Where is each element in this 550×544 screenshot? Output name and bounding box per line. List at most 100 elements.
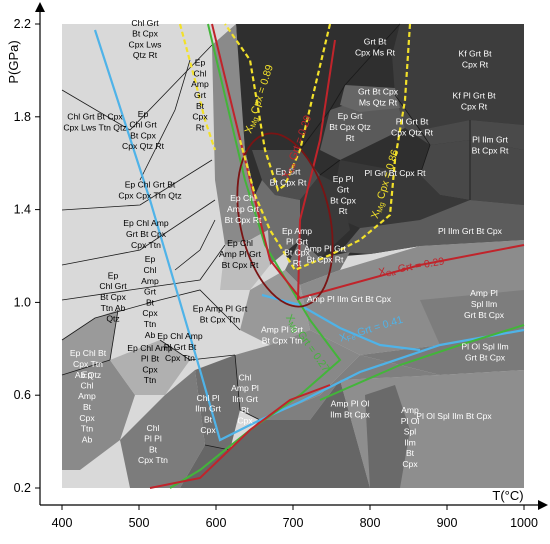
field-label-line: Grt	[337, 185, 350, 195]
field-label-line: Chl Grt	[131, 18, 159, 28]
field-label-line: Bt Cpx Ttn	[262, 335, 303, 345]
xfe-grt-isopleth-upper	[261, 293, 421, 352]
x-tick-label: 600	[206, 516, 227, 530]
field-label-line: Ep Amp	[282, 226, 312, 236]
field-ep-chl-amp-pl-bt	[110, 340, 190, 395]
y-tick-label: 2.2	[14, 17, 31, 31]
field-label: Pl Grt Bt Cpx Rt	[364, 168, 426, 178]
field-label-line: Qtz Rt	[133, 50, 158, 60]
y-tick-label: 0.2	[14, 481, 31, 495]
xmg-grt-isopleth	[169, 23, 342, 489]
isopleth-label-symbol: X	[378, 266, 387, 279]
field-label-line: Chl	[194, 68, 207, 78]
isopleth-label-symbol: X	[242, 125, 256, 135]
field-plilm-grt-bt-cpx	[340, 200, 524, 254]
field-label-line: Pl Ol Spl Ilm	[461, 342, 508, 352]
field-label-line: Amp	[191, 79, 209, 89]
field-label-line: Ms Qtz Rt	[359, 97, 398, 107]
field-label-line: Cpx	[192, 112, 208, 122]
field-label-line: Ab	[145, 330, 156, 340]
field-label-line: Ep Chl Amp	[123, 218, 169, 228]
xfe-grt-isopleth	[93, 29, 525, 442]
y-tick-label: 1.0	[14, 295, 31, 309]
field-label: Amp Pl Grt Bt Cpx Ttn	[261, 325, 304, 346]
field-label-line: Bt Cpx	[330, 195, 356, 205]
field-chl-pl-ilm-grt	[195, 355, 240, 450]
field-bottom-strip	[180, 380, 370, 488]
field-label-line: Grt Bt Cpx	[465, 352, 506, 362]
field-label: Amp Pl Ol Spl Ilm Bt Cpx	[401, 405, 420, 469]
field-label-line: Ep Chl Amp	[127, 343, 173, 353]
xmg-grt-isopleth-2	[319, 324, 525, 401]
axes	[35, 2, 548, 510]
isopleth-label-symbol: X	[280, 170, 294, 181]
field-label-line: Rt	[196, 122, 205, 132]
field-label-line: Amp	[78, 391, 96, 401]
field-label-line: Bt	[241, 405, 250, 415]
field-label-line: Ilm	[404, 437, 415, 447]
field-label-line: Ep Chl Grt Bt	[125, 180, 176, 190]
isopleth-label-subscript: Fe	[346, 332, 357, 343]
field-label: Grt Bt Cpx Ms Rt	[355, 37, 396, 58]
field-ep-grt-bt-cpx-rt	[252, 150, 320, 200]
field-label-line: Cpx Ttn	[138, 455, 168, 465]
field-label-line: Grt	[194, 90, 207, 100]
field-label-line: Chl	[239, 372, 252, 382]
field-label-line: Rt	[293, 258, 302, 268]
x-tick-label: 900	[437, 516, 458, 530]
field-label-line: Chl	[147, 423, 160, 433]
field-label: Chl Pl Pl Bt Cpx Ttn	[138, 423, 168, 465]
isopleth-label-subscript: Ca	[385, 268, 397, 279]
field-label: Ep Chl Amp Pl Grt Bt Cpx Ttn	[157, 331, 203, 363]
field-ep-pl-grt	[300, 175, 350, 258]
field-label-line: Ep Grt	[338, 111, 363, 121]
field-label-line: Amp Pl Ol	[331, 399, 370, 409]
field-label-line: Cpx Cpx Ttn Qtz	[118, 190, 181, 200]
field-label-line: Ilm Bt Cpx	[330, 409, 370, 419]
field-label: Kf Grt Bt Cpx Rt	[459, 49, 493, 70]
field-pl-grt-bt-cpx-rt	[330, 160, 470, 228]
field-label: Ep Amp Pl Grt Bt Cpx Ttn	[193, 304, 248, 325]
field-kf-region	[392, 24, 524, 130]
field-label: Pl Ilm Grt Bt Cpx	[438, 226, 503, 236]
field-label: Ep Chl Amp Grt Bt Cpx Ttn Ab	[141, 254, 159, 340]
field-label-line: Ep	[138, 109, 149, 119]
field-label-line: Ilm Grt	[232, 394, 258, 404]
y-axis-arrow	[35, 2, 45, 12]
field-label-line: Cpx	[402, 459, 418, 469]
field-label-line: Cpx	[237, 416, 253, 426]
y-tick-label: 0.6	[14, 388, 31, 402]
field-label-line: Bt Cpx	[132, 29, 158, 39]
xmg-cpx-isopleth-1	[224, 23, 332, 192]
field-label-line: Ep	[108, 270, 119, 280]
field-grt-bt-cpx-ms-qtz	[340, 85, 400, 112]
field-amp-pl-ol	[260, 355, 440, 420]
field-plilmgrt	[420, 140, 524, 205]
field-label: Ep Chl Amp Pl Grt Bt Cpx Rt	[219, 238, 262, 270]
field-label-line: Rt	[339, 206, 348, 216]
field-label-line: Chl Grt Bt Cpx	[67, 112, 123, 122]
field-label-line: Cpx Rt	[461, 101, 488, 111]
isopleths	[93, 23, 525, 489]
y-tick-label: 1.4	[14, 203, 31, 217]
field-label-line: Qtz	[106, 314, 119, 324]
field-label-line: Bt	[204, 414, 213, 424]
field-amp-pl-grt-bt-cpx-rt	[285, 240, 350, 285]
field-label: Ep Chl Bt Cpx Ttn Ab Qtz	[70, 348, 107, 380]
xca-grt-isopleth-2	[297, 39, 336, 301]
field-label-line: Cpx Lws	[129, 39, 162, 49]
field-label-line: Bt Cpx	[130, 130, 156, 140]
field-chl-pl-pl-bt	[120, 370, 205, 488]
field-label: Amp Pl Ol Ilm Bt Cpx	[330, 399, 370, 420]
field-label: Pl Ilm Grt Bt Cpx Rt	[472, 135, 509, 156]
field-label: Ep Grt Bt Cpx Qtz Rt	[329, 111, 371, 143]
field-label-line: Bt Cpx Rt	[222, 260, 259, 270]
field-label-line: Pl Grt	[286, 237, 309, 247]
field-label: Pl Ol Spl Ilm Grt Bt Cpx	[461, 342, 508, 363]
pt-ellipse	[236, 132, 334, 308]
field-label-line: Ab	[82, 434, 93, 444]
field-label-line: Grt Bt Cpx	[464, 310, 505, 320]
field-label-line: Bt Cpx	[100, 292, 126, 302]
field-label-line: Ep Grt	[276, 167, 301, 177]
